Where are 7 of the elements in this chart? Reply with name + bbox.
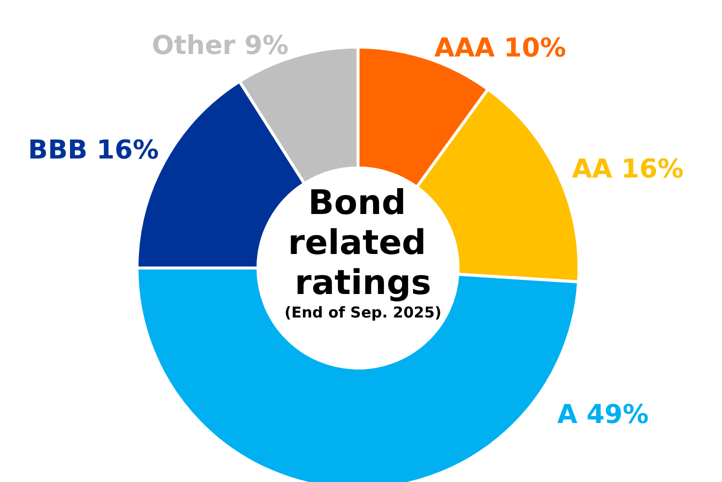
slice-label: AAA 10% (434, 33, 566, 64)
slice-label: AA 16% (572, 154, 684, 185)
slice-label: Other 9% (152, 31, 289, 62)
slice-label: A 49% (557, 400, 649, 430)
slice-label: BBB 16% (28, 135, 159, 166)
text: (End of Sep. 2025) (284, 304, 442, 322)
text: Bond related ratings (288, 183, 438, 303)
